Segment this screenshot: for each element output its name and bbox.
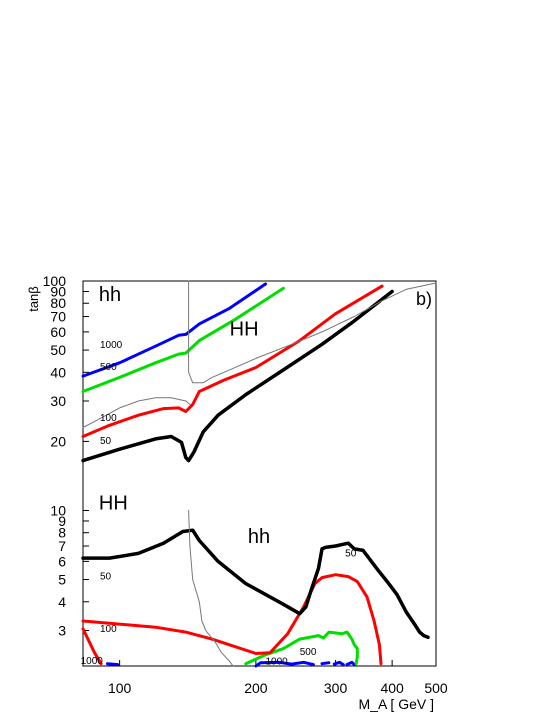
contour-label: 100 (100, 413, 117, 424)
contour-label: 500 (100, 362, 117, 373)
contour-series-1-segment-0 (81, 286, 285, 393)
contour-label: 1000 (265, 657, 288, 668)
labels-layer: b) hh HH HH hh 1000 500 100 50 50 100 1000 500 1000 50 (81, 284, 432, 668)
contour-label: 50 (345, 549, 357, 560)
contour-label: 50 (100, 572, 112, 583)
y-tick-label: 60 (50, 324, 66, 340)
y-tick-label: 80 (50, 295, 66, 311)
y-tick-label: 100 (43, 273, 67, 289)
y-tick-label: 5 (58, 572, 66, 588)
region-label: hh (248, 526, 270, 548)
contour-series-3-segment-0 (81, 289, 394, 463)
y-tick-label: 20 (50, 433, 66, 449)
x-tick-label: 300 (324, 680, 348, 696)
contour-series-4-segment-0 (188, 280, 437, 384)
y-tick-label: 7 (58, 538, 66, 554)
contour-series-4-segment-2 (188, 510, 234, 667)
contour-series-0-segment-5 (106, 662, 120, 667)
x-tick-label: 500 (424, 680, 448, 696)
contour-series-0-segment-1 (254, 660, 315, 668)
contour-series-3-segment-1 (81, 528, 430, 640)
region-label: hh (99, 284, 121, 306)
contour-series-0-segment-4 (345, 660, 356, 667)
curves-layer (81, 280, 437, 668)
y-tick-label: 3 (58, 622, 66, 638)
y-tick-label: 30 (50, 393, 66, 409)
y-tick-label: 70 (50, 309, 66, 325)
contour-series-4-segment-1 (82, 397, 191, 428)
contour-series-2-segment-0 (81, 284, 384, 438)
y-tick-label: 10 (50, 502, 66, 518)
y-tick-label: 50 (50, 342, 66, 358)
contour-series-2-segment-2 (81, 627, 103, 666)
y-tick-label: 40 (50, 364, 66, 380)
y-tick-label: 4 (58, 594, 66, 610)
contour-label: 50 (100, 436, 112, 447)
contour-label: 500 (300, 647, 317, 658)
contour-series-1-segment-1 (244, 630, 359, 666)
y-tick-label: 9 (58, 513, 66, 529)
region-label: HH (230, 318, 259, 340)
plot-frame (82, 280, 437, 667)
x-axis-label: M_A [ GeV ] (359, 696, 434, 712)
x-tick-label: 100 (108, 680, 132, 696)
contour-label: 1000 (100, 340, 123, 351)
contour-series-2-segment-1 (81, 573, 383, 666)
y-tick-label: 90 (50, 283, 66, 299)
y-tick-label: 6 (58, 553, 66, 569)
region-label: HH (99, 492, 128, 514)
contour-series-0-segment-0 (81, 282, 267, 378)
x-tick-label: 400 (380, 680, 404, 696)
x-tick-label: 200 (244, 680, 268, 696)
contour-label: 100 (100, 624, 117, 635)
contour-label: 1000 (81, 656, 104, 667)
panel-label: b) (416, 289, 432, 309)
contour-series-0-segment-2 (320, 661, 331, 666)
contour-series-0-segment-3 (332, 660, 345, 667)
y-axis-label: tanβ (26, 286, 41, 312)
y-tick-label: 8 (58, 525, 66, 541)
